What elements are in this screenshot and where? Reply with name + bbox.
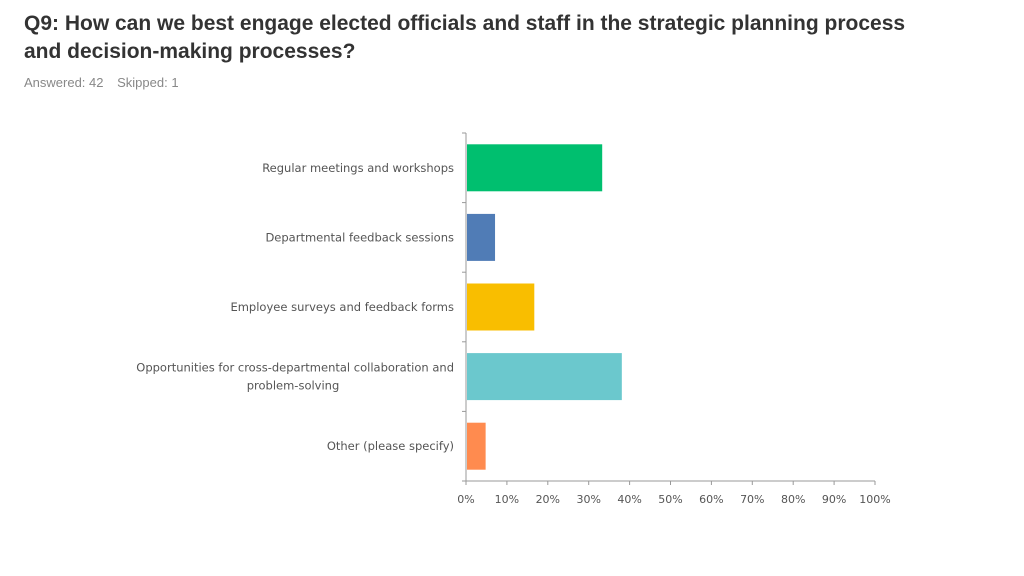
category-label: Regular meetings and workshops [262, 161, 454, 175]
x-tick-label: 50% [658, 493, 682, 506]
x-tick-label: 30% [576, 493, 600, 506]
x-tick-label: 70% [740, 493, 764, 506]
question-title: Q9: How can we best engage elected offic… [24, 12, 906, 63]
x-tick-label: 100% [859, 493, 890, 506]
x-tick-label: 20% [536, 493, 560, 506]
bar [467, 213, 496, 261]
category-label: Other (please specify) [327, 439, 454, 453]
x-tick-label: 40% [617, 493, 641, 506]
answered-count: Answered: 42 [24, 75, 104, 90]
x-tick-label: 60% [699, 493, 723, 506]
category-label: Employee surveys and feedback forms [230, 300, 454, 314]
x-tick-label: 10% [495, 493, 519, 506]
response-summary: Answered: 42 Skipped: 1 [24, 75, 189, 90]
bar [467, 144, 603, 192]
x-tick-label: 80% [781, 493, 805, 506]
bar [467, 422, 486, 470]
category-label: Opportunities for cross-departmental col… [136, 361, 454, 393]
bar [467, 353, 622, 401]
bar [467, 283, 535, 331]
x-tick-label: 90% [822, 493, 846, 506]
category-label: Departmental feedback sessions [265, 230, 454, 244]
skipped-count: Skipped: 1 [117, 75, 179, 90]
x-tick-label: 0% [457, 493, 474, 506]
